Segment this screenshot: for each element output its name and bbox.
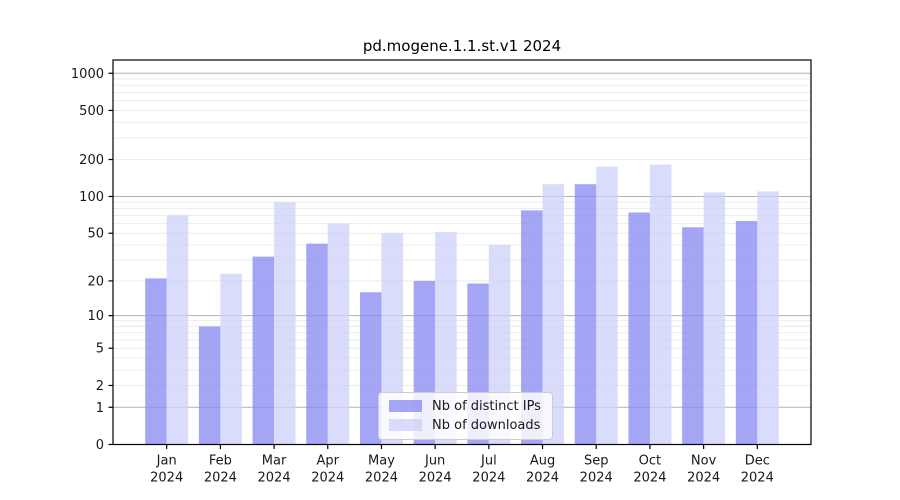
bar-nb-of-downloads-nov [703, 192, 726, 445]
x-tick-label-year-sep: 2024 [580, 471, 613, 486]
x-tick-label-year-jul: 2024 [472, 471, 505, 486]
bar-nb-of-distinct-ips-may [359, 292, 382, 445]
bars-group [145, 164, 779, 445]
bar-nb-of-downloads-dec [757, 191, 779, 445]
bar-nb-of-distinct-ips-sep [574, 184, 597, 445]
bar-nb-of-downloads-may [381, 233, 403, 445]
y-tick-label-200: 200 [79, 153, 104, 168]
x-tick-label-year-dec: 2024 [741, 471, 774, 486]
x-tick-label-month-may: May [368, 454, 395, 469]
legend-swatch-downloads [389, 419, 422, 431]
bar-nb-of-downloads-jan [166, 215, 189, 445]
bar-nb-of-downloads-oct [649, 164, 672, 445]
legend-item-downloads: Nb of downloads [389, 417, 541, 433]
bar-nb-of-distinct-ips-dec [735, 221, 758, 445]
bar-nb-of-distinct-ips-nov [682, 227, 704, 445]
y-tick-label-50: 50 [87, 227, 104, 242]
bar-nb-of-distinct-ips-mar [252, 256, 275, 445]
x-tick-label-year-jan: 2024 [150, 471, 183, 486]
bar-nb-of-distinct-ips-jan [145, 278, 167, 445]
plot-border [112, 59, 812, 446]
bar-nb-of-downloads-feb [220, 273, 242, 445]
x-tick-label-year-may: 2024 [365, 471, 398, 486]
x-tick-label-month-jan: Jan [156, 454, 177, 469]
x-tick-label-month-apr: Apr [317, 454, 340, 469]
y-tick-label-1000: 1000 [71, 67, 104, 82]
y-tick-label-0: 0 [96, 438, 104, 453]
y-tick-label-5: 5 [96, 342, 104, 357]
x-tick-label-month-aug: Aug [530, 454, 555, 469]
x-tick-label-year-aug: 2024 [526, 471, 559, 486]
y-tick-label-10: 10 [87, 309, 104, 324]
bar-nb-of-downloads-apr [327, 223, 350, 445]
legend-label-distinct-ips: Nb of distinct IPs [432, 398, 541, 414]
y-tick-label-500: 500 [79, 104, 104, 119]
y-tick-label-20: 20 [87, 274, 104, 289]
bar-nb-of-distinct-ips-oct [628, 212, 650, 445]
y-tick-label-100: 100 [79, 190, 104, 205]
bar-nb-of-distinct-ips-apr [306, 243, 328, 445]
x-tick-label-month-oct: Oct [639, 454, 661, 469]
x-tick-label-month-dec: Dec [745, 454, 770, 469]
x-tick-label-month-mar: Mar [262, 454, 287, 469]
x-tick-label-month-jul: Jul [480, 454, 497, 469]
x-tick-label-year-jun: 2024 [419, 471, 452, 486]
x-tick-label-year-apr: 2024 [311, 471, 344, 486]
legend-label-downloads: Nb of downloads [432, 417, 541, 433]
x-tick-label-month-sep: Sep [584, 454, 609, 469]
y-tick-label-2: 2 [96, 379, 104, 394]
x-tick-label-month-feb: Feb [209, 454, 232, 469]
bar-nb-of-downloads-jun [435, 232, 457, 445]
bar-nb-of-distinct-ips-feb [198, 326, 221, 445]
x-tick-label-year-mar: 2024 [258, 471, 291, 486]
x-tick-label-year-nov: 2024 [687, 471, 720, 486]
bar-nb-of-downloads-aug [542, 184, 565, 445]
x-tick-label-month-nov: Nov [691, 454, 717, 469]
axes-group: 0 1 2 5 10 20 50 100 200 500 1000 Jan 2024 Feb 2024 Mar… [71, 59, 812, 486]
x-tick-label-year-feb: 2024 [204, 471, 237, 486]
y-tick-label-1: 1 [96, 401, 104, 416]
bar-nb-of-downloads-sep [596, 166, 618, 445]
x-tick-label-month-jun: Jun [424, 454, 445, 469]
bar-nb-of-downloads-mar [274, 202, 296, 445]
legend-swatch-distinct-ips [389, 400, 422, 412]
legend: Nb of distinct IPs Nb of downloads [378, 392, 553, 440]
chart-title: pd.mogene.1.1.st.v1 2024 [362, 37, 562, 55]
bar-nb-of-distinct-ips-aug [521, 210, 543, 445]
x-tick-label-year-oct: 2024 [633, 471, 666, 486]
legend-item-distinct-ips: Nb of distinct IPs [389, 398, 541, 414]
